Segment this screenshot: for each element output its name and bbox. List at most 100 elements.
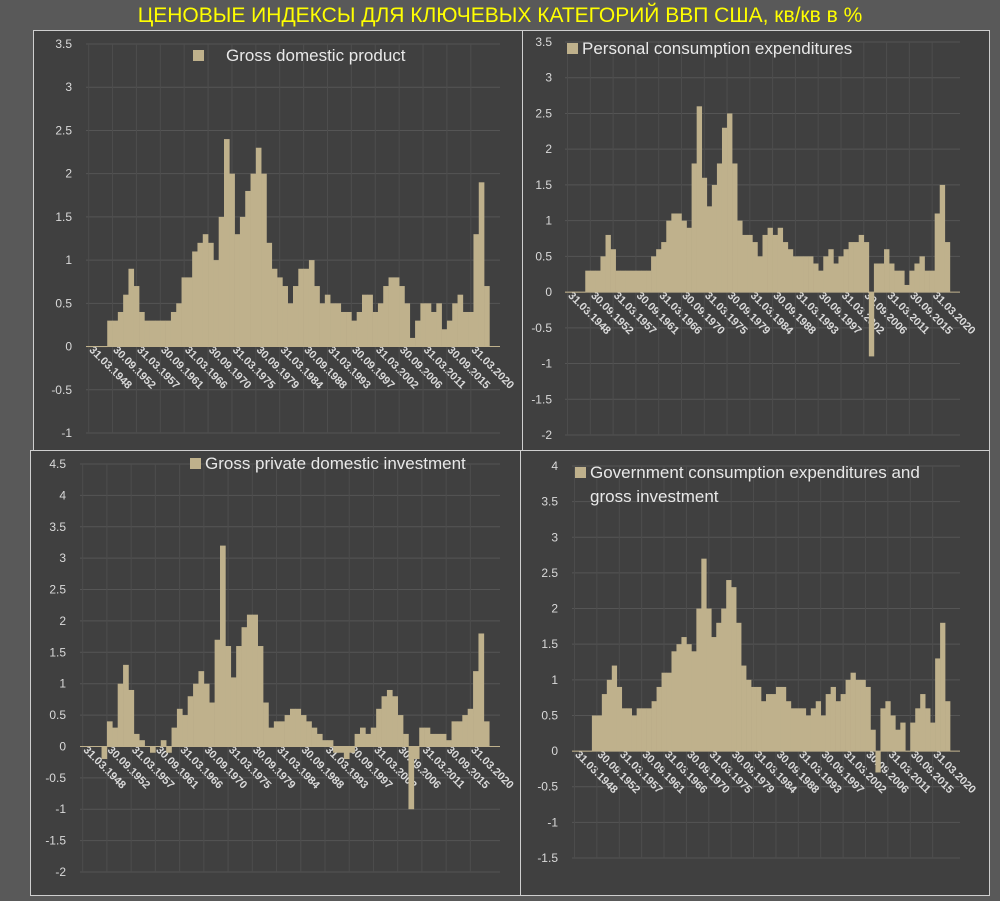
bar [203, 683, 210, 747]
bar [446, 740, 452, 747]
bar [772, 234, 778, 293]
bar [354, 733, 361, 747]
bar [284, 715, 291, 747]
bar [761, 701, 767, 752]
bar [873, 263, 880, 293]
bar [234, 234, 241, 347]
y-tick-label: 4 [551, 459, 558, 473]
bar [478, 182, 485, 347]
bar [805, 715, 812, 752]
bar [117, 683, 124, 747]
bar [848, 242, 854, 293]
bar [625, 270, 632, 293]
bar [346, 311, 352, 347]
y-tick-label: 2.5 [541, 566, 558, 580]
bar [671, 213, 677, 293]
bar [287, 303, 294, 347]
bar [133, 286, 140, 347]
bar [904, 284, 910, 293]
bar [646, 708, 652, 752]
y-tick-label: 1.5 [541, 637, 558, 651]
bar [327, 740, 334, 747]
bar [282, 286, 288, 347]
bar [413, 746, 420, 760]
bar [940, 622, 946, 752]
bar [150, 746, 156, 753]
bar [775, 686, 782, 752]
bar [430, 733, 436, 747]
bar [681, 637, 687, 752]
chart-2: -2-1.5-1-0.500.511.522.533.544.531.03.19… [45, 454, 515, 879]
bar [224, 139, 230, 347]
bar [651, 256, 657, 293]
bar [661, 242, 667, 293]
bar [606, 679, 613, 752]
bar [198, 671, 205, 747]
bar [790, 708, 797, 752]
y-tick-label: 3 [65, 80, 72, 94]
chart-pce [522, 30, 990, 451]
bar [631, 715, 637, 752]
bar [473, 234, 480, 347]
bar [676, 213, 682, 293]
bar [314, 286, 320, 347]
y-tick-label: 2.5 [535, 106, 552, 120]
bar [751, 686, 757, 752]
bar [298, 268, 304, 347]
bar [377, 303, 384, 347]
bar [782, 242, 789, 293]
bar [640, 270, 647, 293]
bar [263, 702, 269, 747]
bar [600, 256, 606, 293]
bar [128, 268, 135, 347]
bar [250, 173, 257, 347]
bar [620, 270, 627, 293]
y-tick-label: 3.5 [55, 37, 72, 51]
y-tick-label: 2 [65, 167, 72, 181]
bar [691, 163, 697, 293]
bar [160, 320, 166, 347]
bar [800, 708, 807, 752]
bar [484, 286, 490, 347]
bar [646, 270, 652, 293]
bar [166, 746, 172, 753]
bar [436, 303, 442, 347]
bar [727, 113, 733, 293]
bar [295, 708, 302, 747]
bar [615, 270, 622, 293]
bar [756, 686, 762, 752]
bar [666, 220, 672, 293]
y-tick-label: 1.5 [55, 210, 72, 224]
bar [833, 263, 839, 293]
bar [239, 216, 246, 347]
y-tick-label: 4 [59, 488, 66, 502]
bar [290, 708, 296, 747]
bar [944, 242, 951, 293]
bar [885, 701, 891, 752]
y-tick-label: 3.5 [535, 35, 552, 49]
y-tick-label: -0.5 [51, 383, 72, 397]
legend-label: gross investment [590, 487, 719, 506]
bar [716, 622, 722, 752]
bar [676, 644, 682, 752]
bar [392, 696, 398, 747]
legend-swatch [575, 467, 586, 478]
page-title: ЦЕНОВЫЕ ИНДЕКСЫ ДЛЯ КЛЮЧЕВЫХ КАТЕГОРИЙ В… [137, 4, 863, 27]
bar [261, 173, 267, 347]
bar [451, 721, 458, 747]
bar [899, 270, 905, 293]
bar [910, 722, 916, 752]
bar [330, 303, 336, 347]
bar [651, 701, 657, 752]
bar [671, 651, 677, 752]
bar [133, 733, 140, 747]
bar [721, 608, 727, 752]
bar [483, 721, 490, 747]
bar [860, 679, 866, 752]
bar [696, 106, 703, 293]
bar [610, 249, 616, 293]
bar [711, 184, 718, 293]
y-tick-label: -1 [61, 426, 72, 440]
legend-swatch [190, 458, 201, 469]
bar [457, 294, 464, 347]
